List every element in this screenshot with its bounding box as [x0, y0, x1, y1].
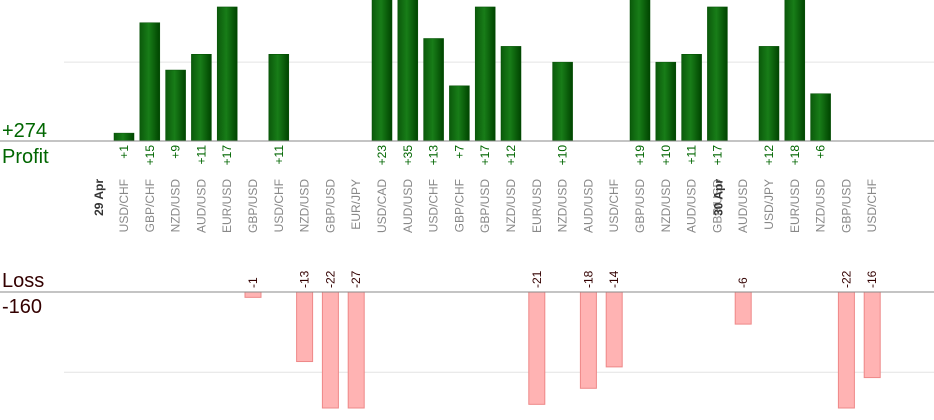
- bar-loss-7: [296, 291, 314, 363]
- category-label-3: AUD/USD: [194, 179, 208, 233]
- category-label-11: AUD/USD: [401, 179, 415, 233]
- value-label-11: +35: [401, 145, 415, 166]
- profit-label: Profit: [2, 146, 49, 168]
- loss-total: -160: [2, 296, 42, 318]
- category-label-24: AUD/USD: [736, 179, 750, 233]
- category-label-18: AUD/USD: [581, 179, 595, 233]
- value-label-13: +7: [452, 145, 466, 159]
- bar-loss-16: [528, 291, 546, 405]
- bar-loss-19: [605, 291, 623, 368]
- value-label-29: -16: [865, 270, 879, 288]
- value-label-7: -13: [298, 270, 312, 288]
- bar-profit-26: [784, 0, 806, 142]
- value-label-14: +17: [478, 145, 492, 166]
- bar-profit-22: [681, 54, 702, 142]
- value-label-12: +13: [427, 145, 441, 166]
- value-label-9: -27: [349, 270, 363, 288]
- category-label-16: EUR/USD: [530, 179, 544, 233]
- bar-profit-20: [629, 0, 651, 142]
- bar-profit-6: [268, 54, 290, 142]
- value-label-22: +11: [685, 145, 699, 165]
- value-label-8: -22: [323, 270, 337, 288]
- value-label-27: +6: [814, 145, 828, 159]
- date-label-0: 29 Apr: [92, 179, 106, 216]
- category-label-12: USD/CHF: [427, 179, 441, 232]
- bar-profit-12: [423, 38, 444, 142]
- category-label-1: GBP/CHF: [143, 179, 157, 232]
- value-label-23: +17: [710, 145, 724, 166]
- bar-profit-15: [500, 46, 522, 142]
- category-label-2: NZD/USD: [169, 179, 183, 233]
- bar-loss-28: [837, 291, 855, 409]
- value-label-18: -18: [581, 270, 595, 288]
- value-label-25: +12: [762, 145, 776, 166]
- bar-profit-4: [216, 6, 238, 142]
- category-label-27: NZD/USD: [814, 179, 828, 233]
- bar-profit-11: [397, 0, 419, 142]
- bar-profit-2: [165, 69, 186, 142]
- bar-profit-21: [655, 61, 677, 142]
- bar-profit-27: [810, 93, 831, 142]
- date-label-24: 30 Apr: [711, 179, 725, 216]
- category-label-21: NZD/USD: [659, 179, 673, 233]
- value-label-21: +10: [659, 145, 673, 166]
- category-label-15: NZD/USD: [504, 179, 518, 233]
- category-label-29: USD/CHF: [865, 179, 879, 232]
- value-label-20: +19: [633, 145, 647, 166]
- bar-profit-14: [474, 6, 496, 142]
- value-label-16: -21: [530, 270, 544, 288]
- category-label-19: USD/CHF: [607, 179, 621, 232]
- value-label-17: +10: [556, 145, 570, 166]
- bar-loss-29: [863, 291, 881, 379]
- bar-profit-1: [139, 22, 161, 142]
- bar-profit-13: [449, 85, 470, 142]
- bar-profit-25: [758, 46, 780, 142]
- bar-profit-10: [371, 0, 393, 142]
- category-label-6: USD/CHF: [272, 179, 286, 232]
- category-label-23: GBP/USD: [710, 179, 724, 233]
- category-label-20: GBP/USD: [633, 179, 647, 233]
- value-label-15: +12: [504, 145, 518, 166]
- loss-label: Loss: [2, 270, 44, 292]
- value-label-10: +23: [375, 145, 389, 166]
- category-label-14: GBP/USD: [478, 179, 492, 233]
- value-label-28: -22: [839, 270, 853, 288]
- profit-total: +274: [2, 120, 47, 142]
- category-label-26: EUR/USD: [788, 179, 802, 233]
- value-label-0: +1: [117, 145, 131, 159]
- bar-loss-24: [734, 291, 752, 325]
- bar-profit-23: [707, 6, 728, 142]
- value-label-2: +9: [169, 145, 183, 159]
- category-label-28: GBP/USD: [839, 179, 853, 233]
- bar-loss-8: [321, 291, 339, 409]
- bar-loss-9: [347, 291, 365, 409]
- category-label-13: GBP/CHF: [452, 179, 466, 232]
- bar-loss-5: [244, 291, 262, 298]
- bar-loss-18: [579, 291, 597, 389]
- value-label-4: +17: [220, 145, 234, 166]
- value-label-24: -6: [736, 277, 750, 288]
- value-label-26: +18: [788, 145, 802, 166]
- category-label-9: EUR/JPY: [349, 179, 363, 230]
- category-label-5: GBP/USD: [246, 179, 260, 233]
- category-label-7: NZD/USD: [298, 179, 312, 233]
- category-label-25: USD/JPY: [762, 179, 776, 230]
- category-label-10: USD/CAD: [375, 179, 389, 233]
- value-label-5: -1: [246, 277, 260, 288]
- value-label-3: +11: [194, 145, 208, 165]
- value-label-1: +15: [143, 145, 157, 166]
- category-label-22: AUD/USD: [685, 179, 699, 233]
- category-label-4: EUR/USD: [220, 179, 234, 233]
- bar-profit-17: [552, 61, 573, 142]
- category-label-0: USD/CHF: [117, 179, 131, 232]
- labels: +1 USD/CHF 29 Apr +15 GBP/CHF +9 NZD/USD +11 AUD…: [92, 145, 879, 288]
- value-label-19: -14: [607, 270, 621, 288]
- bars: [113, 0, 881, 409]
- category-label-17: NZD/USD: [556, 179, 570, 233]
- bar-profit-0: [113, 132, 135, 142]
- value-label-6: +11: [272, 145, 286, 165]
- bar-profit-3: [191, 54, 212, 142]
- category-label-8: GBP/USD: [323, 179, 337, 233]
